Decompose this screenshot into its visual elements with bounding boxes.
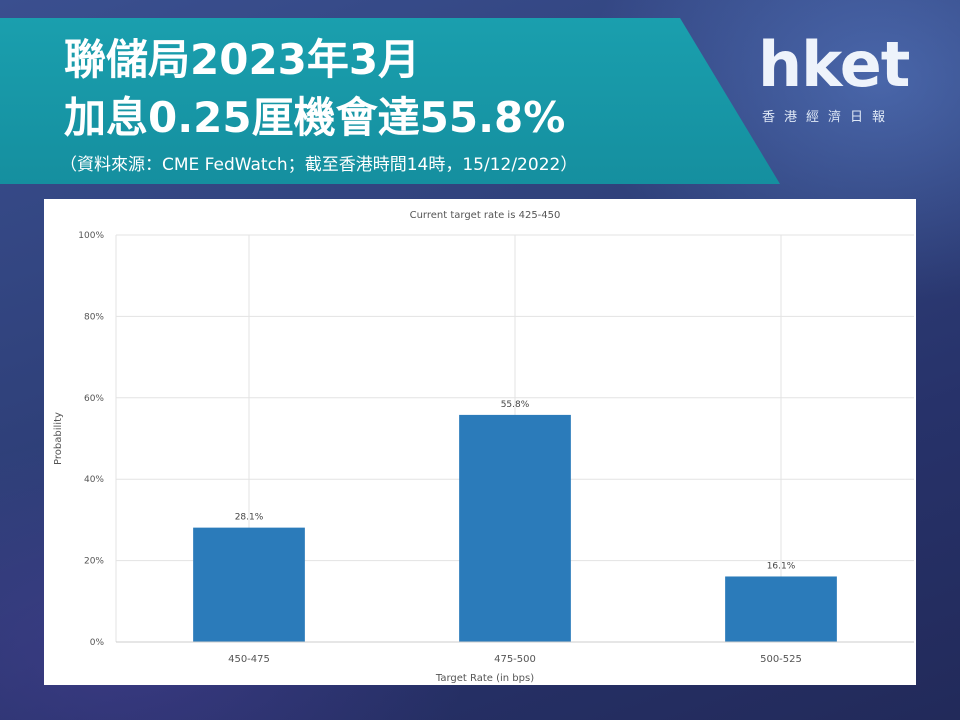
data-label: 28.1% (235, 513, 264, 523)
logo-tagline: 香港經濟日報 (762, 110, 895, 125)
x-tick-label: 500-525 (760, 654, 802, 665)
bar-500-525 (725, 576, 837, 642)
x-axis-title: Target Rate (in bps) (435, 673, 534, 684)
chart-title: Current target rate is 425-450 (410, 210, 561, 221)
hket-logo: hket 香港經濟日報 (758, 28, 928, 126)
source-note: （資料來源：CME FedWatch；截至香港時間14時，15/12/2022） (60, 155, 578, 175)
bar-chart: 0% 20% 40% 60% 80% 100% 28.1% 450-475 55.8% 475-5… (53, 210, 914, 684)
y-tick-label: 80% (84, 312, 104, 322)
y-tick-label: 40% (84, 475, 104, 485)
bar-450-475 (193, 527, 305, 642)
title-banner (0, 18, 780, 184)
y-tick-label: 20% (84, 557, 104, 567)
chart-panel: 0% 20% 40% 60% 80% 100% 28.1% 450-475 55.8% 475-5… (44, 199, 916, 685)
headline-line-1: 聯儲局2023年3月 (64, 35, 421, 84)
x-tick-label: 450-475 (228, 654, 270, 665)
data-label: 55.8% (501, 400, 530, 410)
x-tick-label: 475-500 (494, 654, 536, 665)
logo-wordmark: hket (758, 28, 910, 101)
y-tick-label: 100% (78, 231, 104, 241)
y-axis-title: Probability (53, 412, 64, 465)
data-label: 16.1% (767, 561, 796, 571)
y-tick-label: 60% (84, 394, 104, 404)
headline-line-2: 加息0.25厘機會達55.8% (64, 93, 566, 142)
bar-475-500 (459, 414, 571, 642)
y-tick-label: 0% (90, 638, 105, 648)
